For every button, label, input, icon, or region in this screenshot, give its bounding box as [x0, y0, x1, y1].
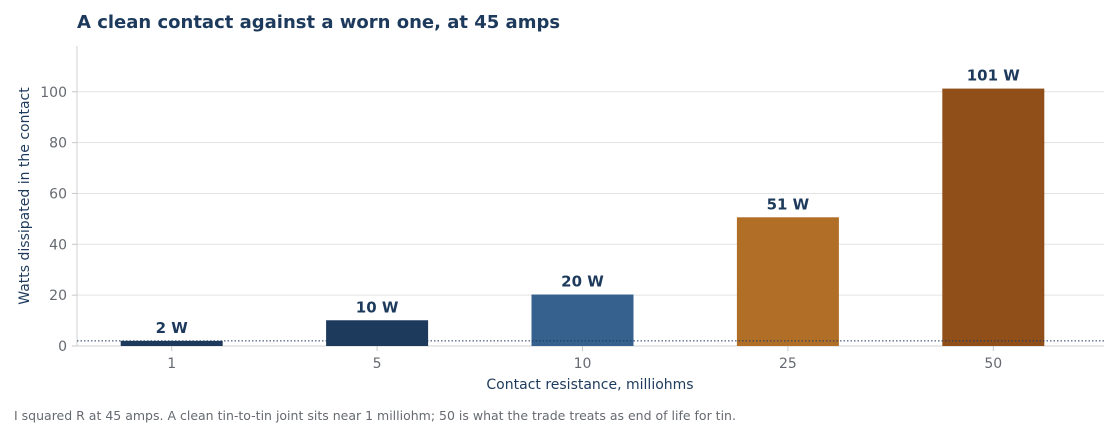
x-tick-labels: 1 5 10 25 50: [167, 346, 1002, 372]
bar-50: [942, 88, 1045, 346]
y-tick-label: 0: [58, 339, 67, 355]
x-tick-label: 50: [984, 356, 1002, 372]
y-tick-label: 80: [49, 136, 67, 152]
bar-1: [120, 340, 223, 346]
y-axis-label: Watts dissipated in the contact: [17, 87, 33, 305]
bar-5: [326, 320, 429, 346]
data-label: 20 W: [561, 273, 604, 291]
data-label: 2 W: [156, 319, 189, 337]
y-tick-labels: 0 20 40 60 80 100: [40, 85, 77, 355]
x-tick-label: 25: [779, 356, 797, 372]
y-tick-label: 40: [49, 237, 67, 253]
data-label: 10 W: [356, 298, 399, 316]
x-tick-label: 5: [373, 356, 382, 372]
y-tick-label: 100: [40, 85, 67, 101]
data-labels: 2 W 10 W 20 W 51 W 101 W: [156, 67, 1021, 337]
y-tick-label: 20: [49, 288, 67, 304]
x-tick-label: 1: [167, 356, 176, 372]
y-tick-label: 60: [49, 186, 67, 202]
chart-title: A clean contact against a worn one, at 4…: [77, 12, 561, 33]
data-label: 101 W: [967, 67, 1021, 85]
bar-25: [736, 217, 839, 346]
bars: [120, 88, 1045, 346]
bar-10: [531, 294, 634, 346]
data-label: 51 W: [767, 195, 810, 213]
x-tick-label: 10: [574, 356, 592, 372]
x-axis-label: Contact resistance, milliohms: [486, 377, 693, 393]
chart-footnote: I squared R at 45 amps. A clean tin-to-t…: [14, 408, 736, 423]
